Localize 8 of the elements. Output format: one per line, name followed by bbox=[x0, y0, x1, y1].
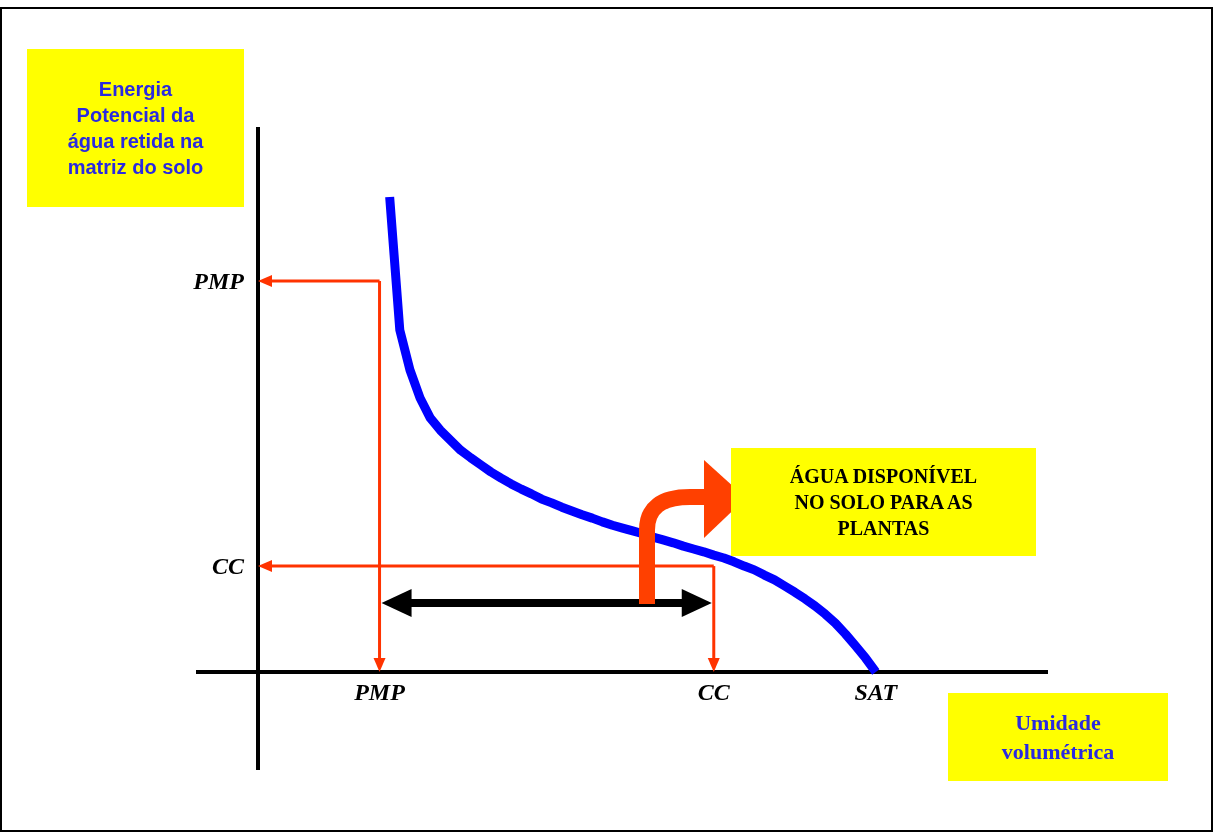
ref-line-label: PMP bbox=[192, 268, 245, 295]
ref-line-label: CC bbox=[211, 553, 245, 580]
annotation: ÁGUA DISPONÍVEL NO SOLO PARA AS PLANTAS bbox=[789, 465, 978, 539]
x-tick-label: SAT bbox=[854, 679, 899, 705]
x-axis-title: Umidade volumétrica bbox=[1001, 710, 1115, 764]
x-tick-label: CC bbox=[697, 679, 731, 705]
y-axis-title: Energia Potencial da água retida na matriz do solo bbox=[67, 78, 205, 178]
x-tick-label: PMP bbox=[353, 679, 406, 705]
